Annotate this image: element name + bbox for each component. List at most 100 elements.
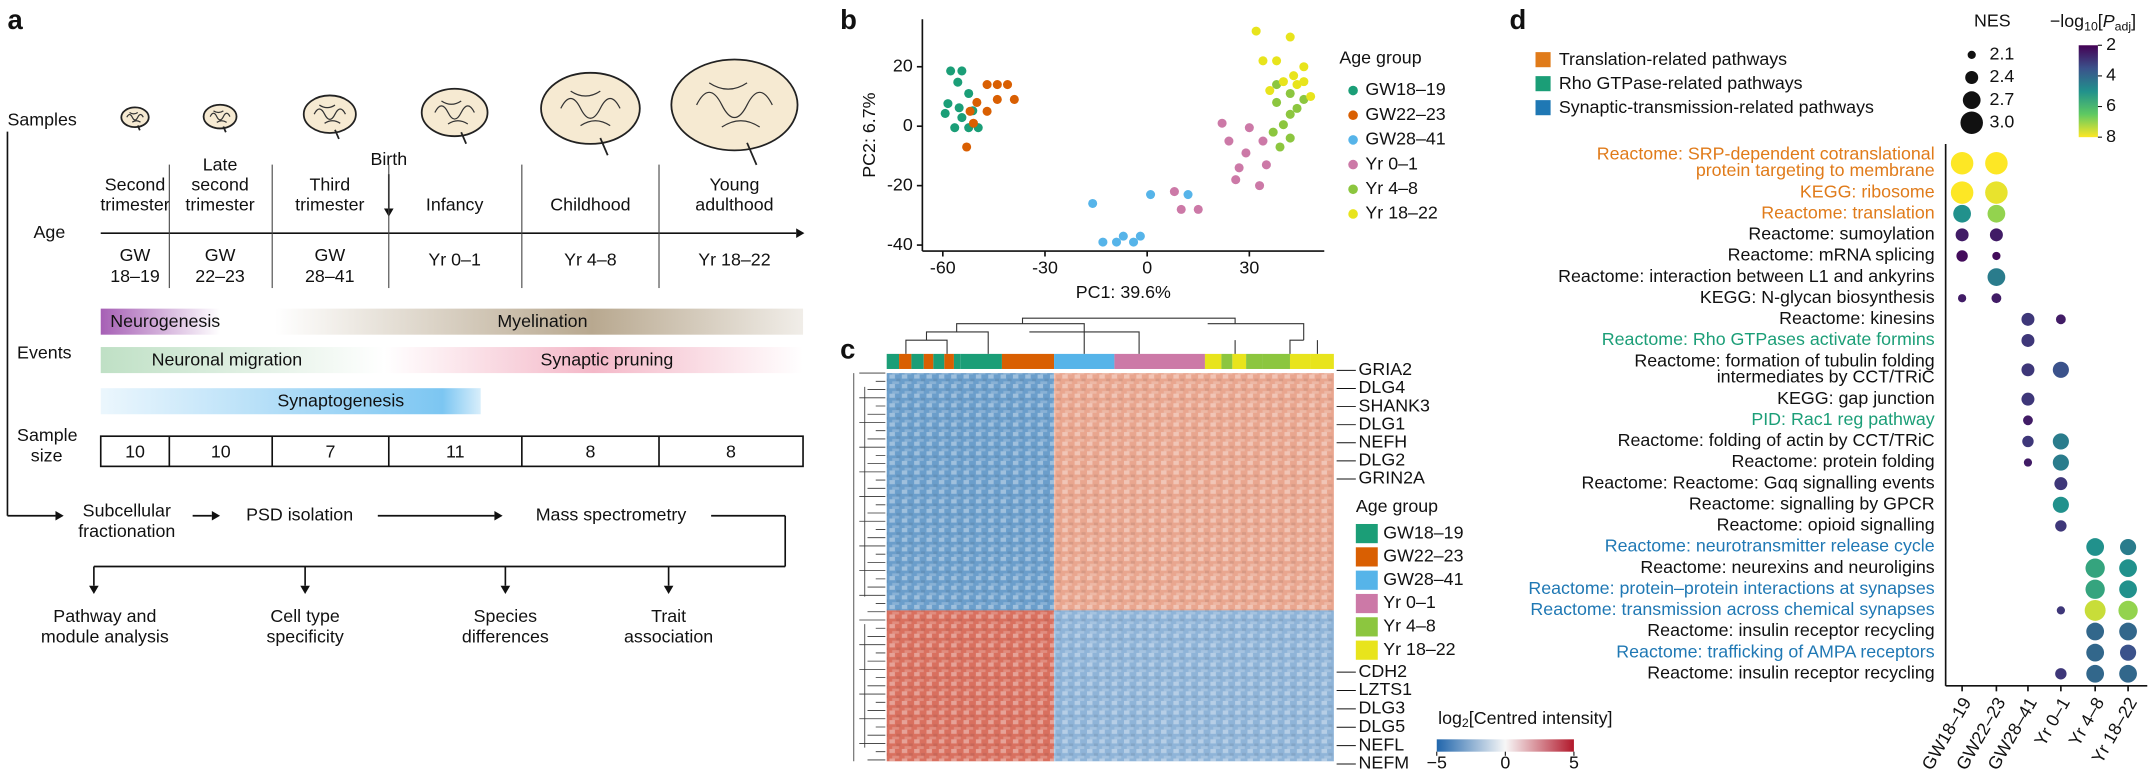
brain-stem: [222, 126, 227, 133]
pathway-label: KEGG: N-glycan biosynthesis: [1700, 287, 1935, 307]
dot: [1956, 250, 1968, 262]
event-label: Neuronal migration: [152, 349, 303, 369]
column-annotation: [923, 353, 934, 369]
title-part: [Centred intensity]: [1469, 707, 1613, 727]
heatmap-texture: [1054, 610, 1334, 762]
panel-label: d: [1509, 4, 1526, 35]
arrow-head: [55, 510, 64, 521]
brain-gyri: [696, 82, 773, 128]
scatter-point: [946, 66, 956, 76]
pathway-label: Reactome: Rho GTPases activate formins: [1602, 329, 1935, 349]
dot: [1987, 268, 2006, 286]
scatter-point: [992, 94, 1002, 104]
gene-label: NEFL: [1359, 734, 1405, 754]
gene-label: DLG1: [1359, 413, 1406, 433]
arrow-head: [500, 585, 511, 594]
brain-stem: [599, 137, 609, 156]
brain-icon: [202, 103, 238, 130]
dot: [2056, 606, 2065, 615]
scatter-point: [992, 80, 1002, 90]
dot: [1955, 228, 1969, 242]
stage-label: trimester: [185, 194, 254, 214]
size-legend-dot: [1962, 91, 1981, 110]
dot: [2086, 622, 2105, 641]
age-group-label: GW: [205, 245, 236, 265]
output-label: differences: [462, 627, 549, 647]
pathway-label: Reactome: mRNA splicing: [1728, 245, 1935, 265]
age-group-label: GW: [314, 245, 345, 265]
output-label: Pathway and: [53, 606, 156, 626]
title-part: ]: [2131, 11, 2136, 31]
colorbar-tick-label: 8: [2106, 126, 2116, 146]
title-part: adj: [2115, 20, 2131, 34]
dot: [1991, 293, 2002, 304]
scatter-point: [954, 103, 964, 113]
dot: [2120, 538, 2137, 556]
scatter-point: [1272, 56, 1282, 66]
group-swatch: [1535, 100, 1551, 116]
stage-label: Infancy: [426, 194, 484, 214]
workflow-step: PSD isolation: [246, 504, 353, 524]
group-label: Rho GTPase-related pathways: [1559, 73, 1803, 93]
scatter-point: [957, 66, 967, 76]
legend-label: Yr 0–1: [1365, 153, 1418, 173]
age-group-label: 22–23: [195, 266, 245, 286]
stage-label: Childhood: [550, 194, 630, 214]
pathway-label: PID: Rac1 reg pathway: [1751, 409, 1934, 429]
heatmap-texture: [886, 373, 1055, 611]
column-annotation: [933, 353, 945, 369]
column-annotation: [960, 353, 1002, 369]
size-legend-dot: [1967, 50, 1976, 59]
dot: [2086, 664, 2105, 683]
x-tick-label: 0: [1142, 258, 1152, 278]
legend-swatch: [1355, 640, 1378, 660]
legend-label: Yr 0–1: [1383, 592, 1436, 612]
scatter-point: [1255, 181, 1265, 191]
dot: [1957, 294, 1967, 303]
dot: [1989, 228, 2003, 242]
scatter-point: [1278, 120, 1288, 130]
scatter-point: [964, 88, 974, 99]
legend-label: GW18–19: [1383, 522, 1463, 542]
scatter-point: [1135, 231, 1145, 241]
scatter-point: [1224, 136, 1234, 146]
dot: [1985, 181, 2008, 204]
size-legend-dot: [1960, 111, 1983, 135]
brain-icon: [120, 106, 150, 129]
x-tick-label: -60: [930, 258, 956, 278]
legend-label: GW22–23: [1383, 546, 1463, 566]
legend-swatch: [1355, 547, 1378, 567]
title-part: 10: [2084, 20, 2098, 34]
legend-marker: [1348, 209, 1358, 219]
pathway-label: Reactome: signalling by GPCR: [1689, 493, 1935, 513]
dendrogram: [853, 372, 886, 762]
stage-label: Second: [105, 175, 165, 195]
gene-label: DLG5: [1359, 716, 1406, 736]
column-annotation: [1232, 353, 1247, 369]
event-bar: [384, 347, 804, 374]
scatter-point: [1299, 94, 1309, 104]
event-label: Synaptogenesis: [277, 391, 404, 411]
title-part: [: [2098, 11, 2103, 31]
column-annotation: [1246, 353, 1263, 369]
colorbar-tick-label: 2: [2106, 34, 2116, 54]
event-bar: [100, 308, 221, 335]
scatter-point: [1244, 123, 1254, 133]
brain-gyri: [126, 111, 144, 123]
pathway-label: Reactome: translation: [1761, 202, 1934, 222]
output-label: specificity: [266, 627, 343, 647]
brain-icon: [540, 71, 641, 145]
scatter-point: [1088, 198, 1098, 208]
gene-label: GRIN2A: [1359, 468, 1425, 488]
dot: [2021, 312, 2035, 326]
workflow-step: Subcellular: [83, 500, 171, 520]
pathway-label: Reactome: SRP-dependent cotranslational: [1597, 144, 1935, 164]
pathway-label: Reactome: insulin receptor recycling: [1647, 662, 1934, 682]
pathway-label: Reactome: opioid signalling: [1717, 515, 1935, 535]
output-label: association: [624, 627, 713, 647]
colorbar-tick-label: 4: [2106, 65, 2116, 85]
event-bar: [100, 388, 481, 415]
y-tick-label: 0: [903, 115, 913, 135]
legend-label: GW22–23: [1365, 104, 1445, 124]
